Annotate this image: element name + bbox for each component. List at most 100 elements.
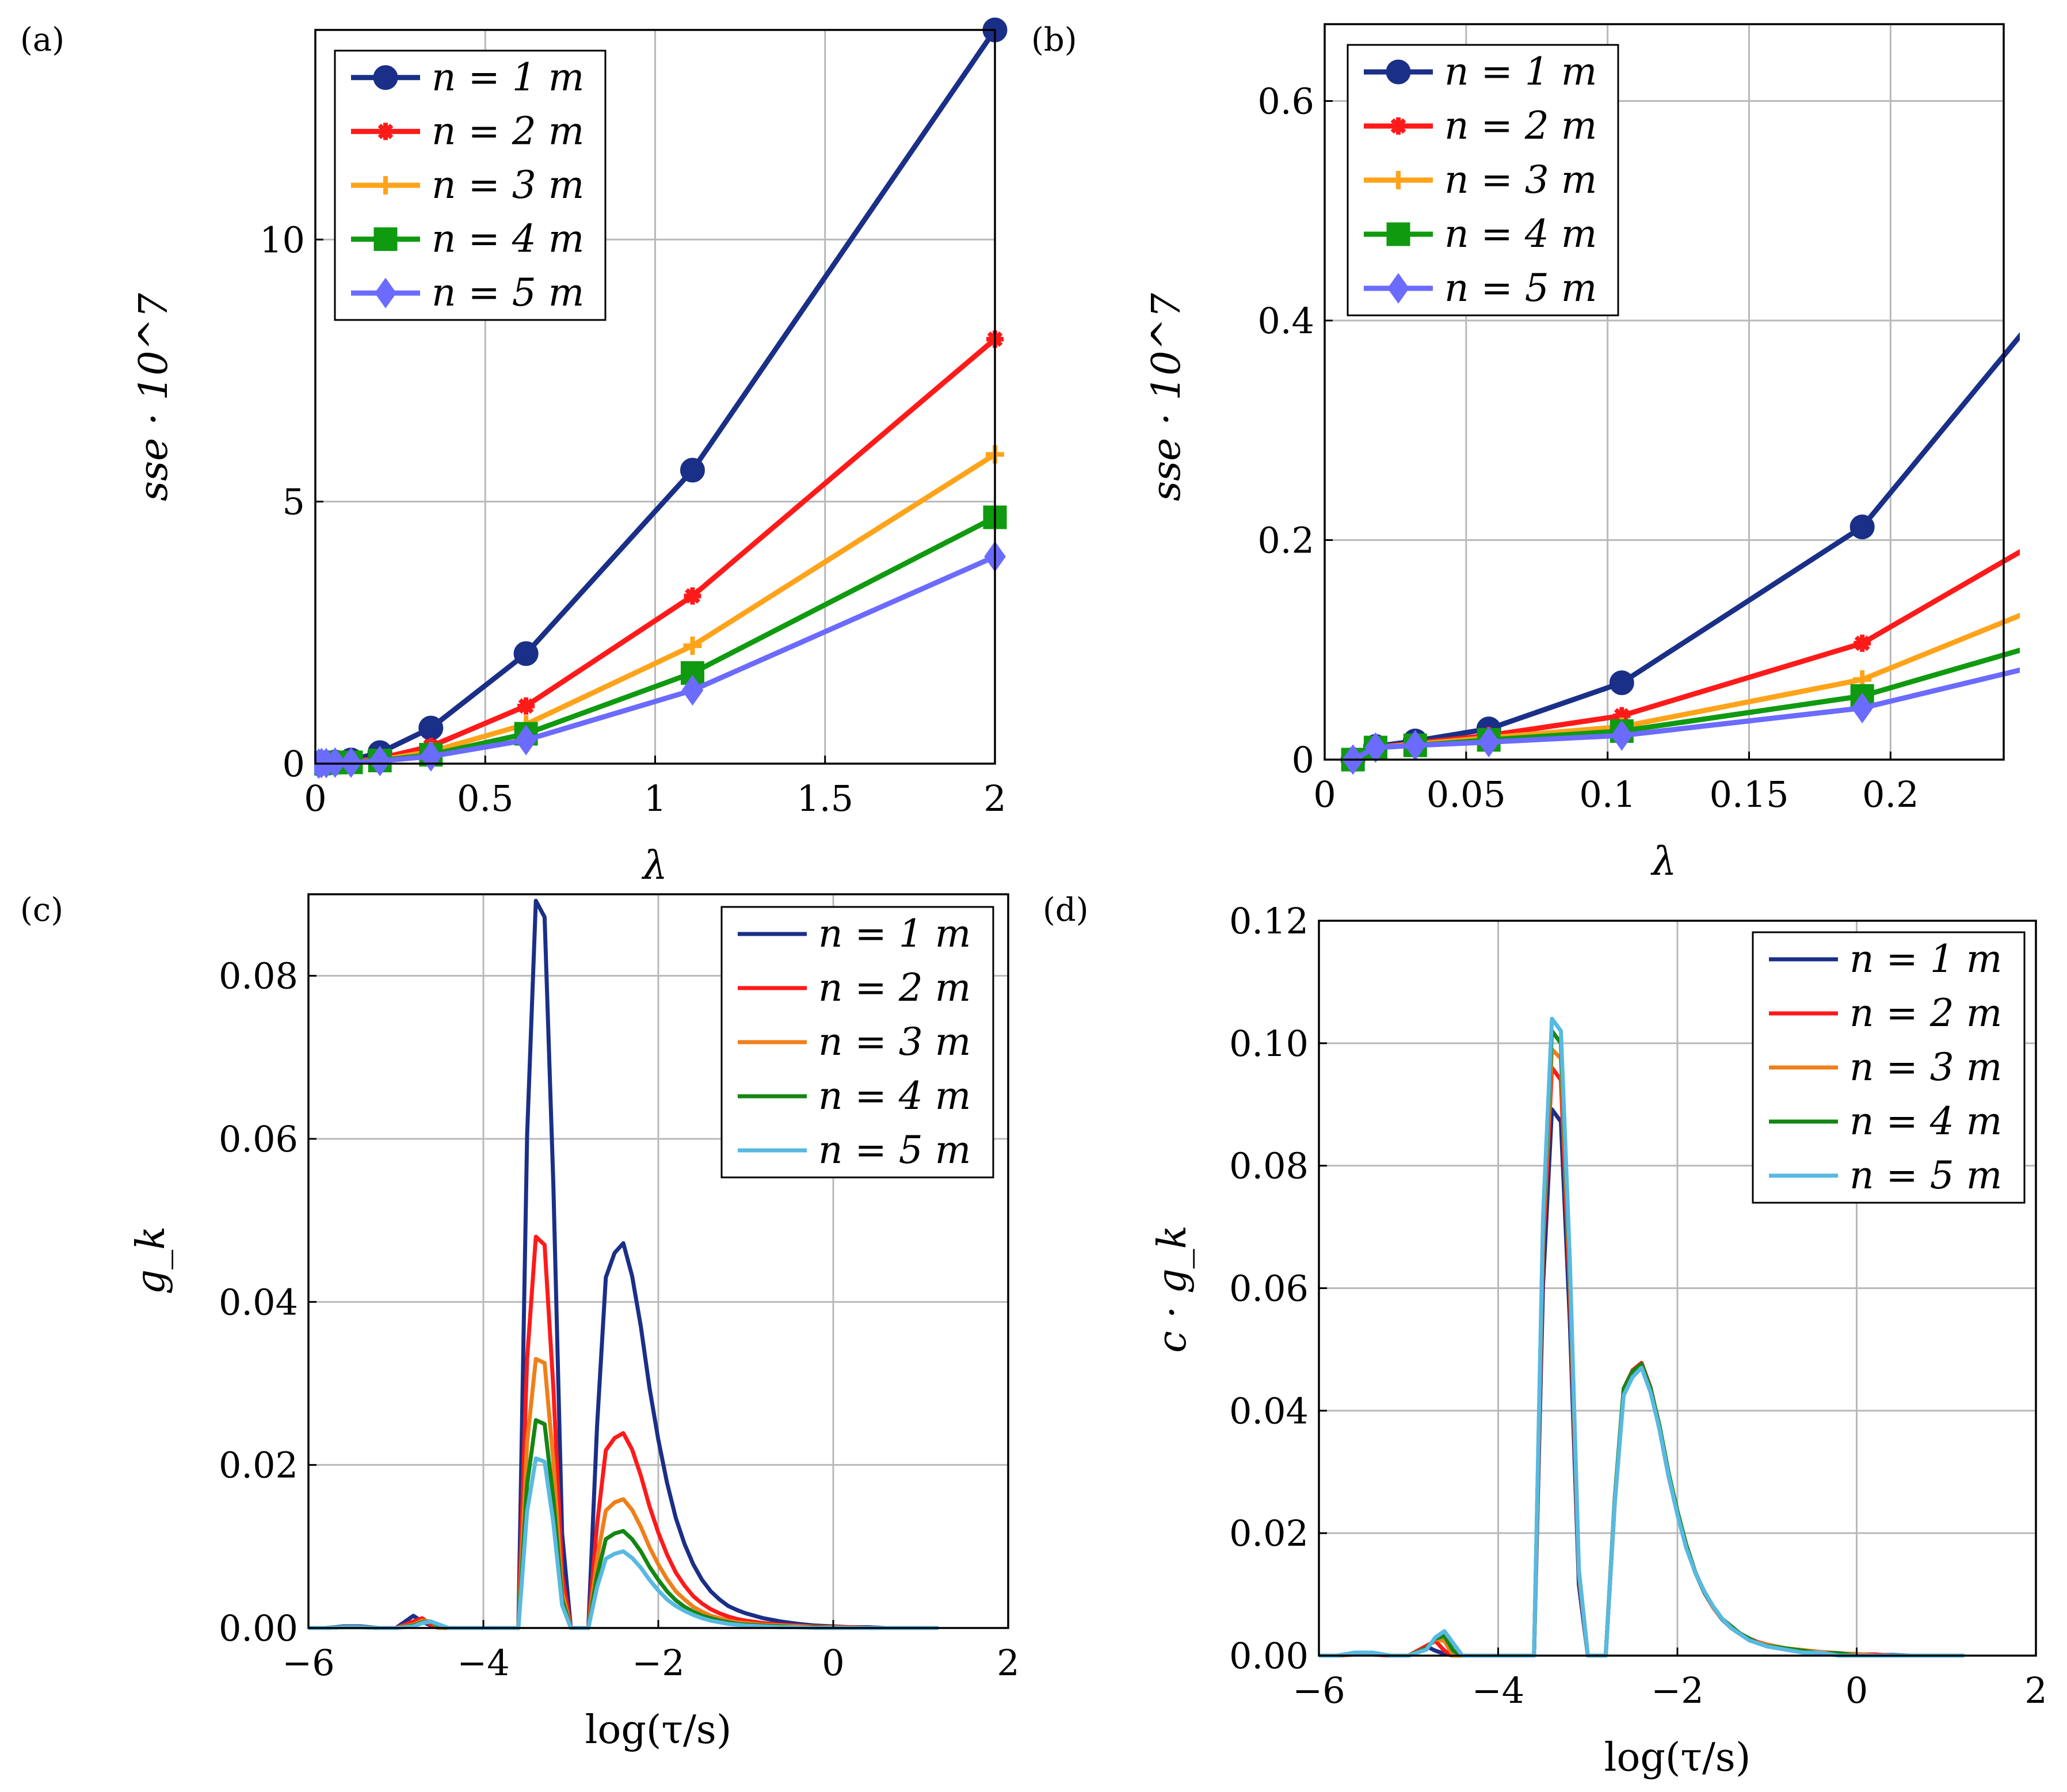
data-point bbox=[681, 674, 704, 706]
x-tick-label: 0 bbox=[304, 777, 326, 819]
series-line bbox=[308, 1456, 939, 1630]
legend-label: n = 4 m bbox=[818, 1074, 971, 1118]
y-axis-label-group: c · g_k bbox=[1150, 1225, 1195, 1353]
legend-item: n = 4 m bbox=[1769, 1099, 2002, 1143]
y-axis-label-group: g_k bbox=[128, 1226, 174, 1295]
y-tick-label: 0.00 bbox=[219, 1607, 298, 1649]
legend-marker bbox=[373, 65, 398, 90]
data-point bbox=[1854, 634, 1871, 652]
legend-item: n = 3 m bbox=[351, 163, 584, 207]
legend-label: n = 2 m bbox=[432, 109, 584, 153]
y-tick-label: 0.04 bbox=[219, 1281, 298, 1323]
y-tick-label: 0.4 bbox=[1257, 300, 1314, 342]
legend-label: n = 4 m bbox=[1444, 212, 1597, 256]
x-tick-label: 0 bbox=[1845, 1669, 1868, 1711]
legend-label: n = 5 m bbox=[1444, 266, 1597, 310]
legend-marker bbox=[373, 227, 398, 251]
legend-item: n = 1 m bbox=[1364, 49, 1597, 94]
series-4 bbox=[308, 1418, 939, 1630]
y-tick-label: 5 bbox=[283, 481, 305, 523]
x-axis-label: log(τ/s) bbox=[585, 1707, 732, 1753]
legend-label: n = 2 m bbox=[1849, 991, 2002, 1035]
x-tick-label: 0.05 bbox=[1427, 773, 1506, 815]
series-line bbox=[308, 1418, 939, 1630]
legend-label: n = 1 m bbox=[432, 55, 584, 100]
series-line bbox=[308, 1357, 939, 1630]
data-point bbox=[340, 747, 362, 778]
legend-label: n = 1 m bbox=[1444, 49, 1597, 94]
x-axis-label: log(τ/s) bbox=[1604, 1735, 1751, 1780]
series-line bbox=[1352, 548, 2020, 762]
panel-label: (d) bbox=[1043, 891, 1089, 929]
y-axis-label: sse · 10^7 bbox=[1144, 292, 1189, 501]
data-point bbox=[1611, 720, 1633, 751]
chart-panel-2: (b) 0 0.05 0.1 0.15 0.2 0 0.2 0.4 0.6 λ sse · 10^7 n… bbox=[1031, 21, 2020, 884]
x-tick-label: 0 bbox=[822, 1642, 844, 1684]
legend-marker bbox=[376, 176, 395, 195]
series-line bbox=[308, 1234, 939, 1630]
legend-item: n = 2 m bbox=[738, 966, 971, 1010]
x-tick-label: 1 bbox=[644, 777, 666, 819]
data-point bbox=[1849, 514, 1875, 540]
x-tick-label: 0.1 bbox=[1579, 773, 1636, 815]
series-line bbox=[1352, 612, 2020, 762]
plot-area bbox=[1340, 332, 2020, 775]
data-point bbox=[1613, 707, 1631, 725]
series-2 bbox=[308, 1234, 939, 1630]
y-tick-label: 0.00 bbox=[1229, 1635, 1309, 1677]
series-3 bbox=[314, 445, 1004, 773]
legend-marker bbox=[1387, 273, 1409, 304]
legend-marker bbox=[375, 277, 396, 308]
legend-label: n = 2 m bbox=[1444, 104, 1597, 148]
legend-item: n = 5 m bbox=[1769, 1153, 2002, 1198]
y-tick-label: 0.08 bbox=[1229, 1145, 1309, 1187]
plot-area bbox=[1319, 1016, 1965, 1658]
legend-item: n = 4 m bbox=[738, 1074, 971, 1118]
legend-item: n = 4 m bbox=[351, 217, 584, 261]
x-tick-label: −4 bbox=[457, 1642, 509, 1684]
legend-item: n = 1 m bbox=[351, 55, 584, 100]
legend-item: n = 2 m bbox=[351, 109, 584, 153]
series-line bbox=[1319, 1016, 1965, 1658]
x-tick-label: −2 bbox=[1651, 1669, 1703, 1711]
x-tick-label: 0.5 bbox=[457, 777, 514, 819]
x-tick-label: 0 bbox=[1313, 773, 1336, 815]
legend-marker bbox=[1390, 117, 1407, 135]
legend-item: n = 2 m bbox=[1769, 991, 2002, 1035]
series-5 bbox=[308, 1456, 939, 1630]
legend-label: n = 3 m bbox=[818, 1020, 971, 1064]
legend-marker bbox=[1386, 59, 1411, 85]
y-tick-label: 0.02 bbox=[1229, 1512, 1309, 1554]
y-tick-label: 10 bbox=[260, 219, 305, 261]
y-axis-label-group: sse · 10^7 bbox=[1144, 292, 1189, 501]
legend-label: n = 2 m bbox=[818, 966, 971, 1010]
legend-item: n = 5 m bbox=[738, 1128, 971, 1172]
panel-label: (b) bbox=[1031, 21, 1077, 59]
y-axis-label: sse · 10^7 bbox=[131, 292, 177, 501]
legend-item: n = 1 m bbox=[1769, 937, 2002, 981]
data-point bbox=[680, 457, 705, 483]
legend-label: n = 5 m bbox=[818, 1128, 971, 1172]
x-tick-label: 1.5 bbox=[796, 777, 853, 819]
y-tick-label: 0.04 bbox=[1229, 1390, 1309, 1432]
legend-label: n = 5 m bbox=[1849, 1153, 2002, 1198]
y-axis-label-group: sse · 10^7 bbox=[131, 292, 177, 501]
series-2 bbox=[314, 330, 1004, 772]
data-point bbox=[1478, 726, 1500, 758]
y-tick-label: 0 bbox=[283, 743, 305, 785]
data-point bbox=[684, 587, 701, 605]
data-point bbox=[517, 697, 535, 715]
legend-label: n = 1 m bbox=[818, 912, 971, 956]
legend-label: n = 3 m bbox=[432, 163, 584, 207]
plot-area bbox=[314, 17, 1008, 779]
data-point bbox=[324, 747, 346, 778]
y-tick-label: 0.10 bbox=[1229, 1023, 1309, 1065]
chart-panel-1: (a) 0 0.5 1 1.5 2 0 5 10 λ sse · 10^7 n = 1 m n = 2 … bbox=[20, 17, 1008, 889]
x-tick-label: −6 bbox=[1292, 1669, 1345, 1711]
series-5 bbox=[1342, 667, 2020, 775]
y-axis-label: g_k bbox=[128, 1226, 174, 1295]
y-tick-label: 0.06 bbox=[219, 1118, 298, 1160]
y-tick-label: 0.08 bbox=[219, 955, 298, 997]
x-tick-label: −6 bbox=[282, 1642, 334, 1684]
